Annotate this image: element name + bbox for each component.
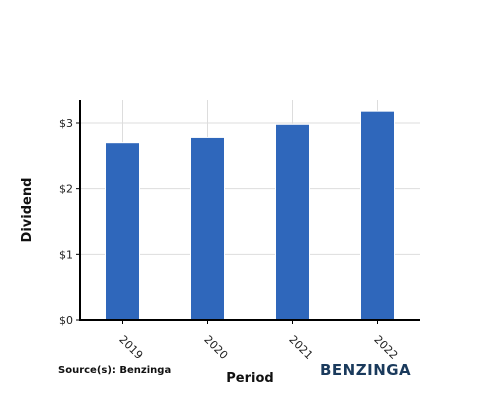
x-tick-label: 2019 [116, 333, 145, 362]
x-tick-label: 2020 [201, 333, 230, 362]
y-tick-label: $3 [59, 117, 73, 130]
benzinga-logo: BENZINGA [320, 361, 411, 379]
bar-2022 [360, 110, 395, 321]
bar-2019 [105, 142, 140, 321]
y-tick-label: $1 [59, 248, 73, 261]
bars [105, 110, 395, 321]
x-tick-label: 2022 [371, 333, 400, 362]
x-tick-label: 2021 [286, 333, 315, 362]
y-axis-title: Dividend [20, 178, 35, 243]
bar-2020 [190, 136, 225, 321]
bar-2021 [275, 123, 310, 321]
source-note: Source(s): Benzinga [58, 365, 171, 376]
x-axis-title: Period [226, 371, 273, 386]
axes [76, 100, 420, 324]
y-tick-label: $2 [59, 183, 73, 196]
y-tick-label: $0 [59, 314, 73, 327]
